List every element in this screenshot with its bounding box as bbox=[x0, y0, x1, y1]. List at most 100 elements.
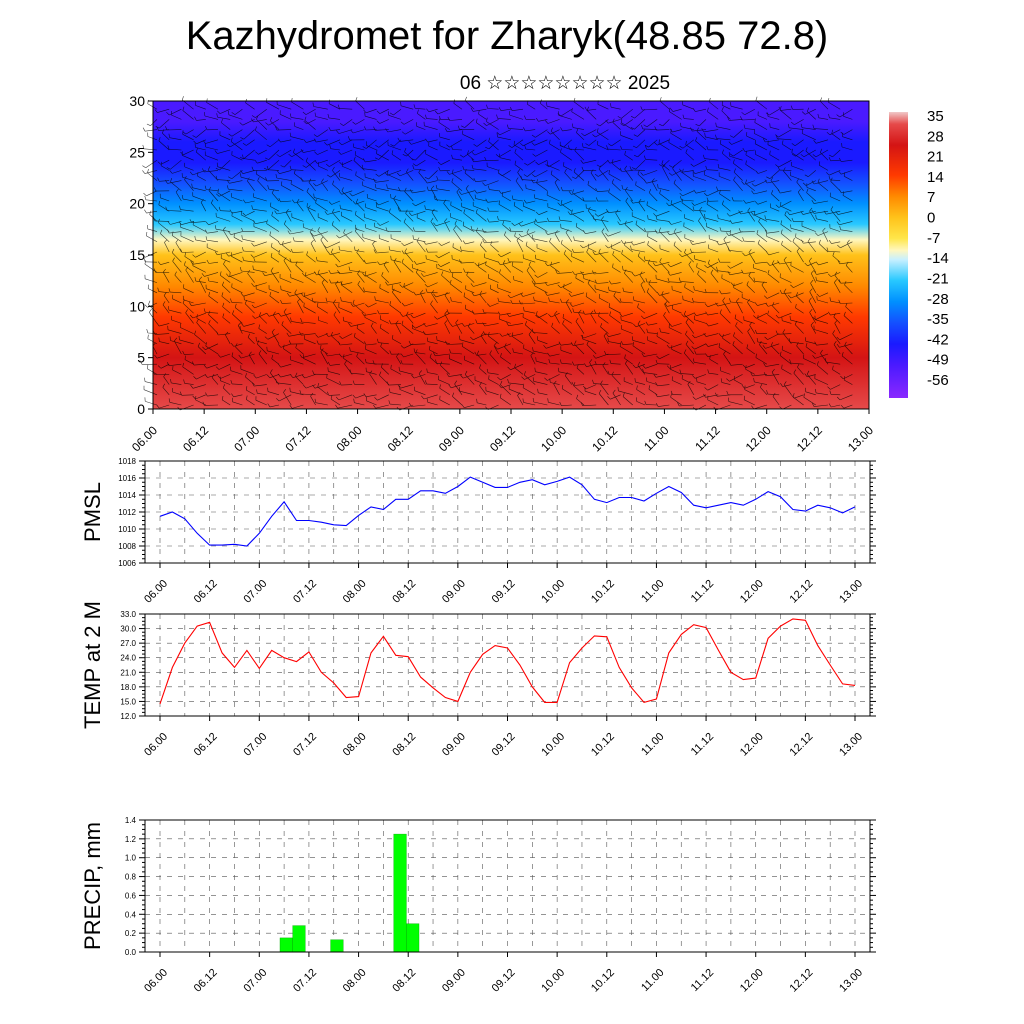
wind-barb bbox=[326, 139, 341, 146]
wind-barb bbox=[681, 199, 694, 202]
wind-barb bbox=[729, 210, 743, 217]
wind-barb bbox=[365, 349, 377, 355]
wind-barb-flag bbox=[194, 143, 196, 148]
wind-barb bbox=[498, 149, 511, 158]
wind-barb bbox=[326, 377, 341, 385]
wind-barb bbox=[402, 312, 414, 317]
wind-barb-flag bbox=[424, 205, 426, 210]
wind-barb-flag bbox=[202, 346, 206, 350]
wind-barb-flag bbox=[523, 174, 528, 177]
wind-barb bbox=[276, 177, 292, 181]
wind-barb bbox=[270, 270, 280, 283]
wind-barb-flag bbox=[836, 221, 840, 225]
wind-barb bbox=[596, 363, 609, 365]
wind-barb-flag bbox=[535, 357, 537, 362]
wind-barb bbox=[393, 108, 402, 116]
wind-barb-flag bbox=[229, 209, 233, 214]
wind-barb-flag bbox=[482, 182, 486, 186]
wind-barb-flag bbox=[727, 246, 730, 251]
wind-barb-flag bbox=[745, 160, 747, 165]
wind-barb-flag bbox=[678, 277, 681, 282]
wind-barb-flag bbox=[283, 257, 287, 261]
wind-barb-flag bbox=[738, 228, 741, 233]
wind-barb-flag bbox=[707, 369, 709, 374]
wind-barb-flag bbox=[721, 106, 724, 111]
wind-barb bbox=[195, 394, 206, 400]
wind-barb bbox=[499, 318, 511, 324]
wind-barb-flag bbox=[339, 161, 343, 166]
wind-barb-flag bbox=[231, 112, 236, 115]
wind-barb-flag bbox=[582, 197, 585, 202]
wind-barb-flag bbox=[331, 221, 334, 226]
wind-barb bbox=[485, 390, 499, 396]
wind-barb bbox=[379, 108, 389, 114]
wind-barb bbox=[294, 240, 304, 243]
wind-barb-flag bbox=[727, 265, 731, 269]
wind-barb-flag bbox=[605, 119, 609, 124]
wind-barb-flag bbox=[449, 268, 452, 273]
wind-barb-flag bbox=[755, 170, 759, 174]
wind-barb-flag bbox=[252, 315, 256, 319]
wind-barb bbox=[425, 241, 438, 245]
wind-barb-flag bbox=[828, 176, 831, 180]
wind-barb bbox=[671, 170, 682, 176]
wind-barb bbox=[256, 288, 267, 294]
wind-barb-flag bbox=[775, 204, 780, 208]
wind-barb bbox=[412, 190, 426, 194]
wind-barb-flag bbox=[742, 237, 745, 242]
wind-barb bbox=[489, 189, 499, 192]
wind-barb-flag bbox=[762, 345, 766, 349]
wind-barb-flag bbox=[454, 220, 457, 225]
wind-barb-flag bbox=[637, 320, 641, 325]
wind-barb bbox=[576, 132, 585, 141]
wind-barb bbox=[415, 200, 426, 207]
wind-barb-flag bbox=[755, 96, 758, 101]
wind-barb-flag bbox=[181, 195, 184, 200]
wind-barb bbox=[693, 176, 707, 181]
wind-barb bbox=[594, 272, 609, 275]
wind-barb-flag bbox=[340, 280, 343, 285]
wind-barb bbox=[753, 404, 768, 410]
wind-barb bbox=[538, 210, 548, 215]
wind-barb-flag bbox=[336, 235, 340, 239]
wind-barb-flag bbox=[400, 353, 404, 358]
wind-barb-flag bbox=[843, 311, 846, 316]
wind-barb bbox=[550, 129, 560, 135]
wind-barb bbox=[196, 322, 207, 334]
wind-barb-flag bbox=[506, 322, 509, 326]
wind-barb-flag bbox=[497, 311, 501, 316]
wind-barb bbox=[417, 113, 426, 120]
wind-barb bbox=[716, 394, 731, 397]
wind-barb-flag bbox=[205, 342, 207, 347]
wind-barb-flag bbox=[625, 360, 628, 364]
wind-barb bbox=[761, 284, 768, 293]
wind-barb bbox=[730, 105, 743, 110]
wind-barb-flag bbox=[733, 168, 736, 173]
wind-barb bbox=[330, 398, 341, 406]
wind-barb-flag bbox=[644, 144, 649, 148]
wind-barb bbox=[840, 302, 853, 304]
wind-barb-flag bbox=[684, 283, 686, 288]
wind-barb bbox=[449, 358, 463, 365]
wind-barb bbox=[534, 285, 548, 294]
wind-barb-flag bbox=[594, 173, 599, 177]
wind-barb bbox=[171, 382, 182, 385]
wind-barb bbox=[255, 108, 267, 118]
wind-barb-flag bbox=[156, 322, 160, 327]
wind-barb bbox=[841, 355, 853, 365]
wind-barb bbox=[253, 119, 267, 123]
wind-barb-flag bbox=[265, 177, 268, 182]
wind-barb-flag bbox=[347, 136, 350, 141]
wind-barb-flag bbox=[349, 369, 352, 374]
wind-barb bbox=[514, 152, 524, 161]
wind-barb-flag bbox=[168, 288, 171, 293]
wind-barb-flag bbox=[185, 266, 189, 271]
wind-barb bbox=[411, 404, 426, 407]
wind-barb bbox=[656, 335, 670, 345]
wind-barb bbox=[839, 333, 853, 341]
wind-barb bbox=[278, 253, 292, 263]
wind-barb bbox=[423, 272, 438, 277]
wind-barb bbox=[829, 117, 841, 120]
wind-barb-flag bbox=[163, 292, 167, 296]
wind-barb bbox=[632, 215, 646, 222]
